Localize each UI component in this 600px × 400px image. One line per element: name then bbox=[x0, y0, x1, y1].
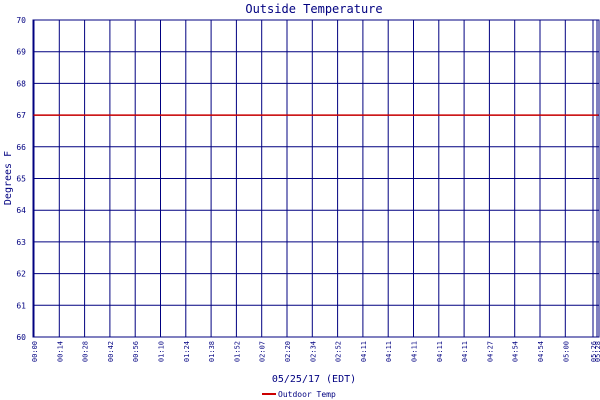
x-tick-label: 00:14 bbox=[56, 341, 64, 362]
y-tick-label: 69 bbox=[16, 48, 26, 57]
x-tick-label: 00:56 bbox=[132, 341, 140, 362]
grid bbox=[33, 19, 599, 338]
x-axis-ticks: 00:00 00:14 00:28 00:42 00:56 01:10 01:24 01:38… bbox=[31, 341, 600, 362]
y-tick-label: 68 bbox=[16, 79, 26, 88]
x-tick-label: 00:28 bbox=[82, 341, 90, 362]
legend-label-outdoor-temp: Outdoor Temp bbox=[278, 390, 336, 399]
y-axis-label: Degrees F bbox=[3, 151, 14, 205]
x-tick-label: 04:11 bbox=[461, 341, 469, 362]
x-tick-label: 02:20 bbox=[284, 341, 292, 362]
x-tick-label: 00:00 bbox=[31, 341, 39, 362]
y-tick-label: 65 bbox=[16, 175, 26, 184]
y-tick-label: 66 bbox=[16, 143, 26, 152]
x-tick-label: 05:26 bbox=[590, 341, 598, 362]
x-tick-label: 01:38 bbox=[208, 341, 216, 362]
plot-frame bbox=[32, 19, 600, 338]
y-axis-ticks: 60 61 62 63 64 65 66 67 68 69 70 bbox=[16, 16, 26, 342]
x-tick-label: 04:11 bbox=[436, 341, 444, 362]
chart-title: Outside Temperature bbox=[245, 2, 382, 16]
x-axis-label: 05/25/17 (EDT) bbox=[272, 374, 356, 385]
x-tick-label: 04:54 bbox=[512, 341, 520, 362]
x-tick-label: 02:34 bbox=[309, 341, 317, 362]
y-tick-label: 64 bbox=[16, 206, 26, 215]
x-tick-label: 01:10 bbox=[158, 341, 166, 362]
y-tick-label: 61 bbox=[16, 301, 26, 310]
x-tick-label: 05:28 bbox=[594, 341, 600, 362]
y-tick-label: 70 bbox=[16, 16, 26, 25]
x-tick-label: 04:11 bbox=[411, 341, 419, 362]
x-tick-label: 04:11 bbox=[360, 341, 368, 362]
y-tick-label: 67 bbox=[16, 111, 26, 120]
x-tick-label: 05:00 bbox=[562, 341, 570, 362]
y-tick-label: 60 bbox=[16, 333, 26, 342]
x-tick-label: 01:24 bbox=[183, 341, 191, 362]
x-tick-label: 04:11 bbox=[385, 341, 393, 362]
x-tick-label: 02:52 bbox=[335, 341, 343, 362]
y-tick-label: 62 bbox=[16, 270, 26, 279]
y-tick-label: 63 bbox=[16, 238, 26, 247]
x-tick-label: 00:42 bbox=[107, 341, 115, 362]
x-tick-label: 01:52 bbox=[233, 341, 241, 362]
x-tick-label: 04:54 bbox=[537, 341, 545, 362]
x-tick-label: 02:07 bbox=[259, 341, 267, 362]
x-tick-label: 04:27 bbox=[486, 341, 494, 362]
